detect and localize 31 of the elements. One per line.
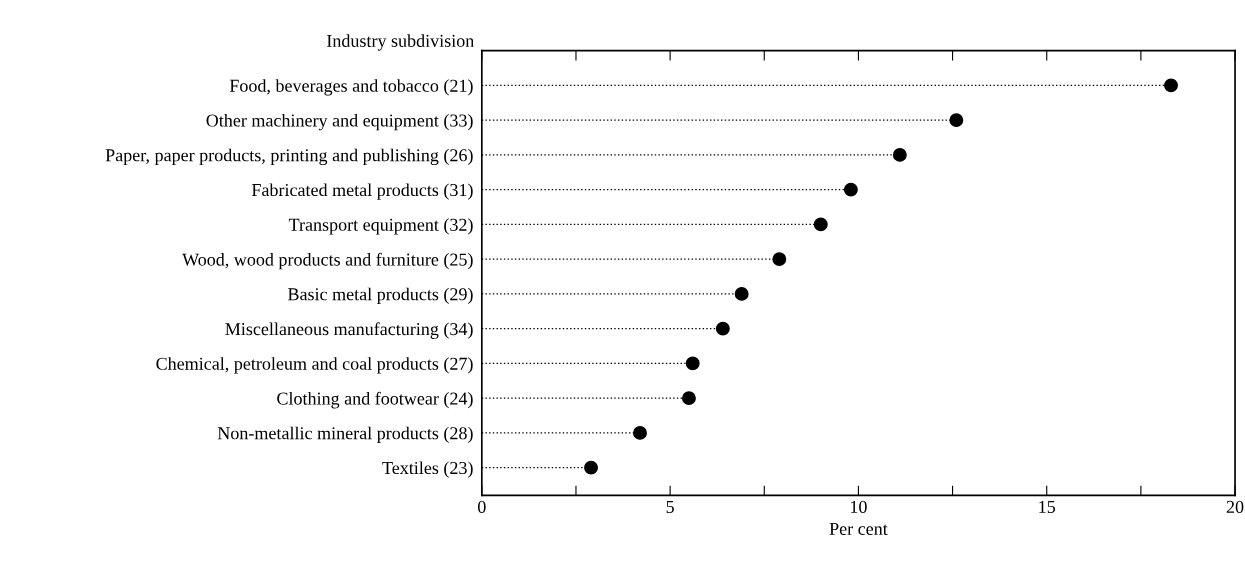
point — [813, 217, 828, 232]
y-axis-title: Industry subdivision — [326, 34, 475, 51]
point — [843, 182, 858, 197]
y-tick-label: Paper, paper products, printing and publishing (26) — [105, 148, 473, 166]
point — [682, 391, 696, 406]
point — [715, 321, 730, 336]
y-tick-label: Other machinery and equipment (33) — [206, 113, 473, 131]
y-tick-label: Food, beverages and tobacco (21) — [229, 79, 473, 96]
y-tick-label: Basic metal products (29) — [287, 287, 473, 305]
y-tick-label: Transport equipment (32) — [288, 218, 473, 235]
point — [685, 356, 700, 371]
y-tick-label: Non-metallic mineral products (28) — [217, 426, 473, 443]
point — [584, 460, 598, 475]
point — [772, 252, 787, 267]
y-tick-label: Textiles (23) — [382, 461, 473, 478]
y-tick-label: Miscellaneous manufacturing (34) — [225, 322, 473, 339]
y-tick-label: Fabricated metal products (31) — [251, 183, 473, 200]
x-tick-label: 10 — [850, 500, 867, 514]
point — [633, 425, 647, 440]
y-tick-label: Wood, wood products and furniture (25) — [182, 252, 473, 270]
point — [1164, 78, 1178, 93]
x-axis-title: Per cent — [829, 522, 888, 535]
y-tick-label: Clothing and footwear (24) — [277, 391, 473, 409]
x-tick-label: 0 — [477, 500, 486, 514]
point — [892, 147, 907, 162]
point — [734, 286, 749, 301]
point — [949, 113, 964, 128]
x-tick-label: 15 — [1039, 500, 1056, 514]
y-tick-label: Chemical, petroleum and coal products (27) — [156, 357, 473, 374]
x-tick-label: 20 — [1226, 500, 1244, 514]
x-tick-label: 5 — [666, 501, 674, 514]
